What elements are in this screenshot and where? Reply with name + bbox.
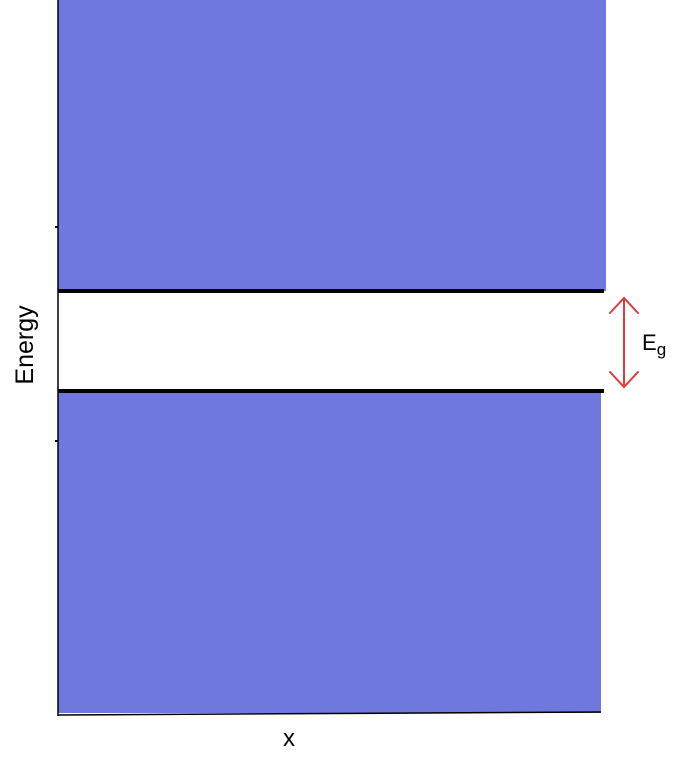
band-gap-label-sub: g [657, 340, 666, 359]
valence-band [58, 391, 601, 713]
conduction-band [58, 0, 606, 291]
band-gap-label: Eg [642, 330, 666, 359]
band-gap-label-main: E [642, 330, 657, 355]
x-axis-line [57, 711, 602, 716]
band-gap-arrow [609, 296, 639, 389]
y-axis-label: Energy [11, 305, 39, 385]
x-axis-label: x [283, 725, 295, 752]
